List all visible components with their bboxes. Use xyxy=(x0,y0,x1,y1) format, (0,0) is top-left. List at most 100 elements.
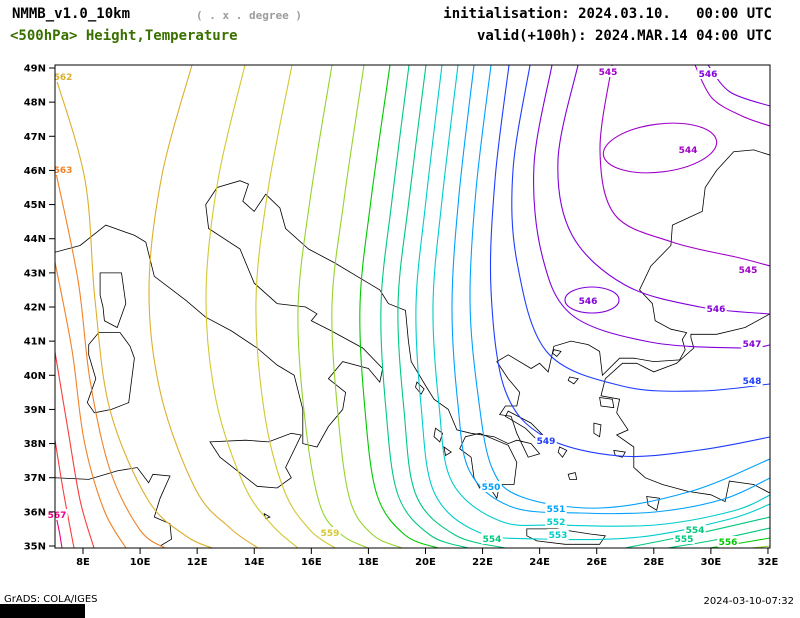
contour-line xyxy=(533,65,770,349)
contour-label-mask xyxy=(673,533,695,544)
contour-label: 545 xyxy=(739,266,758,276)
contour-labels: 544 545 545 546 546 546 547 548 549 550 551 552 553 5… xyxy=(46,66,763,548)
contour-label-mask xyxy=(741,375,763,386)
lon-axis-label: 10E xyxy=(130,557,151,568)
model-title: NMMB_v1.0_10km xyxy=(12,6,131,22)
contour-label: 567 xyxy=(48,511,67,521)
creation-timestamp: 2024-03-10-07:32 xyxy=(703,596,794,607)
contour-label-mask xyxy=(677,144,699,155)
lon-axis-label: 18E xyxy=(358,557,379,568)
contour-label: 552 xyxy=(547,518,566,528)
axes: 49N 48N 47N 46N 45N 44N 43N 42N 41N 40N 39N 38N 37N 3… xyxy=(24,64,779,569)
lat-axis-label: 39N xyxy=(24,405,46,416)
lat-axis-label: 40N xyxy=(24,371,46,382)
contour-label: 556 xyxy=(719,538,738,548)
contour-label: 551 xyxy=(547,505,566,515)
contour-label: 545 xyxy=(599,68,618,78)
lat-axis-label: 47N xyxy=(24,132,46,143)
contour-line xyxy=(451,65,770,515)
contour-label-mask xyxy=(46,509,68,520)
contour-line xyxy=(55,261,127,548)
lat-axis-label: 35N xyxy=(24,542,46,553)
lat-axis-label: 43N xyxy=(24,268,46,279)
contour-label: 563 xyxy=(54,166,73,176)
contour-line xyxy=(359,65,439,548)
contour-label-mask xyxy=(737,264,759,275)
contour-line xyxy=(55,74,213,548)
lon-axis-label: 32E xyxy=(758,557,779,568)
contour-label-mask xyxy=(319,527,341,538)
contour-line xyxy=(694,65,770,127)
contour-label-mask xyxy=(597,66,619,77)
contour-label-mask xyxy=(547,529,569,540)
lat-axis-label: 45N xyxy=(24,200,46,211)
contour-label-mask xyxy=(741,338,763,349)
contour-label: 553 xyxy=(549,531,568,541)
contour-line xyxy=(432,65,770,527)
contour-label: 546 xyxy=(579,297,598,307)
contour-label: 562 xyxy=(54,73,73,83)
contour-line xyxy=(297,65,369,548)
coastlines xyxy=(55,149,770,547)
contour-line xyxy=(557,65,770,315)
field-title: <500hPa> Height,Temperature xyxy=(10,28,238,44)
contour-line xyxy=(397,65,506,548)
init-time-label: initialisation: 2024.03.10. 00:00 UTC xyxy=(443,6,772,22)
contour-label-mask xyxy=(545,503,567,514)
lat-axis-label: 38N xyxy=(24,439,46,450)
lat-axis-label: 37N xyxy=(24,473,46,484)
contour-label-mask xyxy=(705,303,727,314)
valid-time-label: valid(+100h): 2024.MAR.14 04:00 UTC xyxy=(476,28,772,44)
contour-line xyxy=(380,65,469,548)
lon-axis-label: 22E xyxy=(472,557,493,568)
lon-axis-label: 30E xyxy=(701,557,722,568)
contour-line xyxy=(415,65,770,541)
contour-label: 559 xyxy=(321,529,340,539)
lon-axis-label: 26E xyxy=(586,557,607,568)
lat-axis-label: 36N xyxy=(24,507,46,518)
lon-axis-label: 8E xyxy=(76,557,90,568)
contour-line xyxy=(331,65,403,548)
resolution-note: ( . x . degree ) xyxy=(196,9,302,22)
contour-label-mask xyxy=(480,481,502,492)
contour-label: 550 xyxy=(482,483,501,493)
contour-label-mask xyxy=(52,164,74,175)
contour-line xyxy=(511,65,770,392)
contour-line xyxy=(255,65,336,548)
contour-label: 554 xyxy=(686,526,705,536)
contour-line xyxy=(55,167,166,548)
lat-axis-label: 41N xyxy=(24,337,46,348)
lon-axis-label: 28E xyxy=(643,557,664,568)
contour-label: 549 xyxy=(537,437,556,447)
contour-line xyxy=(205,65,299,548)
lon-axis-label: 14E xyxy=(244,557,265,568)
lon-axis-label: 24E xyxy=(529,557,550,568)
contour-line xyxy=(469,65,770,509)
contour-label: 546 xyxy=(707,305,726,315)
contour-closed-loop xyxy=(564,286,620,314)
contour-label: 546 xyxy=(699,70,718,80)
lat-axis-label: 48N xyxy=(24,98,46,109)
contour-line xyxy=(599,65,770,267)
contour-line xyxy=(489,65,770,458)
contour-line xyxy=(55,351,95,548)
contour-label: 554 xyxy=(483,535,502,545)
contour-label: 544 xyxy=(679,146,698,156)
lat-axis-label: 49N xyxy=(24,64,46,75)
bottom-left-black-bar xyxy=(0,604,85,618)
lat-axis-label: 44N xyxy=(24,234,46,245)
contour-label-mask xyxy=(545,516,567,527)
contour-label-mask xyxy=(697,68,719,79)
contour-label-mask xyxy=(52,71,74,82)
lon-axis-label: 16E xyxy=(301,557,322,568)
lon-axis-label: 12E xyxy=(187,557,208,568)
contour-line xyxy=(667,527,770,548)
contour-label-mask xyxy=(481,533,503,544)
contour-label-mask xyxy=(684,524,706,535)
contour-closed-loop xyxy=(602,122,718,174)
contour-label: 547 xyxy=(743,340,762,350)
contour-line xyxy=(55,439,75,548)
contour-line xyxy=(148,65,259,548)
